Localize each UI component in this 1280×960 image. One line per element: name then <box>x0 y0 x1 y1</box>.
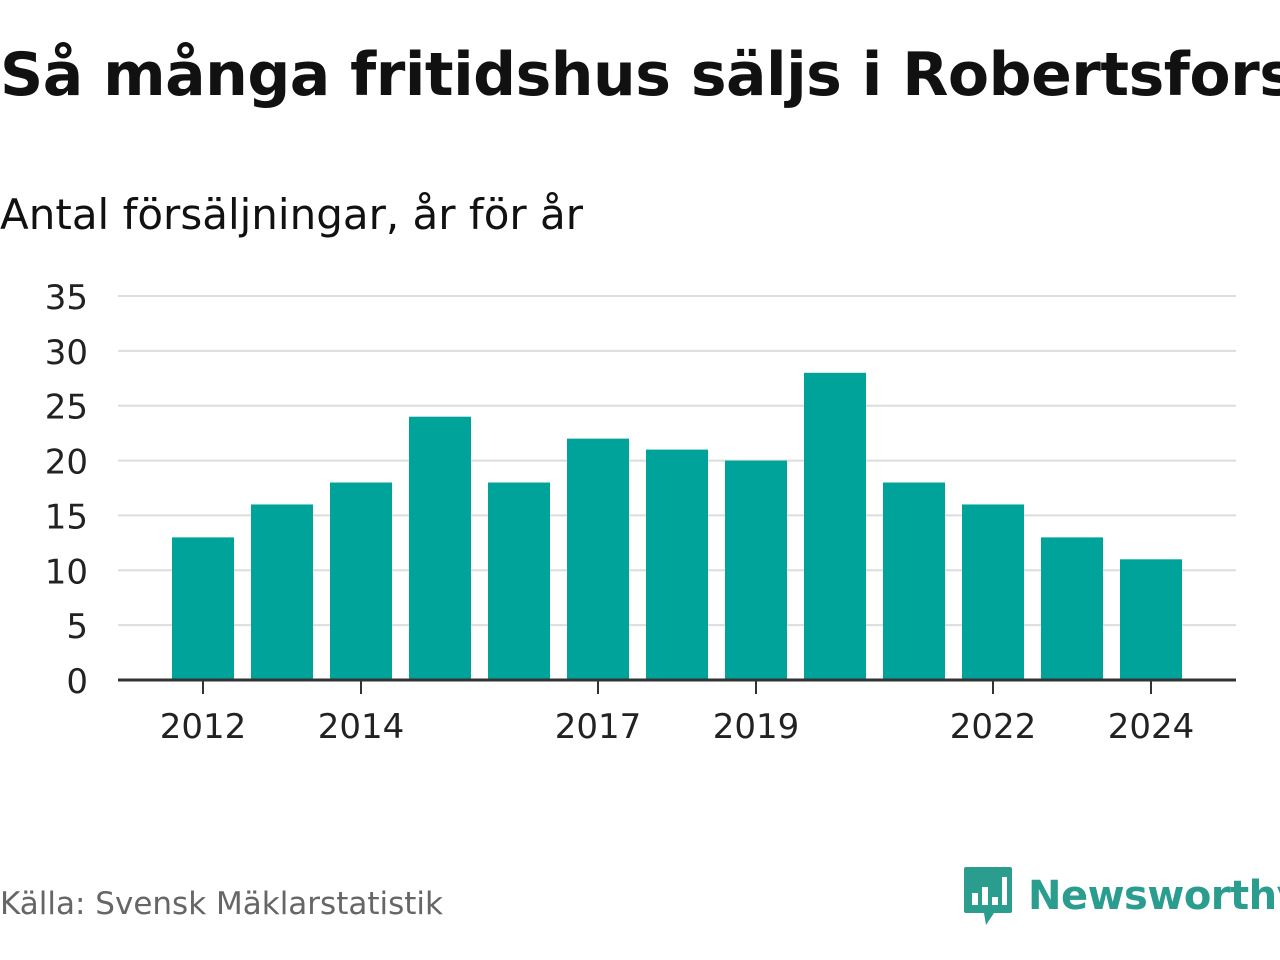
bar-2015 <box>409 416 471 680</box>
y-tick-label: 10 <box>45 552 88 592</box>
chart-title: Så många fritidshus säljs i Robertsfors <box>0 40 1280 110</box>
bar-2016 <box>488 482 550 680</box>
newsworthy-logo-icon <box>964 867 1012 925</box>
y-tick-label: 0 <box>66 662 88 702</box>
y-tick-label: 5 <box>66 607 88 647</box>
bars <box>172 372 1182 680</box>
y-tick-label: 15 <box>45 497 88 537</box>
bar-2019 <box>725 460 787 680</box>
x-tick-label: 2014 <box>318 707 405 747</box>
brand: Newsworthy <box>962 864 1280 928</box>
bar-2022 <box>962 504 1024 680</box>
source-note: Källa: Svensk Mäklarstatistik <box>0 886 443 922</box>
x-tick-label: 2022 <box>950 707 1037 747</box>
y-tick-label: 20 <box>45 443 88 483</box>
x-tick-label: 2017 <box>555 707 642 747</box>
bar-2018 <box>646 449 708 680</box>
bar-2013 <box>251 504 313 680</box>
y-tick-label: 35 <box>45 278 88 318</box>
chart-subtitle: Antal försäljningar, år för år <box>0 190 584 239</box>
x-axis-ticks: 2012 2014 2017 2019 2022 2024 <box>160 680 1195 747</box>
y-axis-ticks: 0 5 10 15 20 25 30 35 <box>45 278 88 702</box>
x-tick-label: 2019 <box>713 707 800 747</box>
bar-2020 <box>804 372 866 680</box>
y-tick-label: 30 <box>45 333 88 373</box>
y-tick-label: 25 <box>45 388 88 428</box>
bar-2014 <box>330 482 392 680</box>
bar-2021 <box>883 482 945 680</box>
bar-2023 <box>1041 537 1103 680</box>
bar-2024 <box>1120 559 1182 680</box>
x-tick-label: 2024 <box>1108 707 1195 747</box>
brand-name: Newsworthy <box>1028 873 1280 919</box>
x-tick-label: 2012 <box>160 707 247 747</box>
bar-2012 <box>172 537 234 680</box>
bar-2017 <box>567 438 629 680</box>
